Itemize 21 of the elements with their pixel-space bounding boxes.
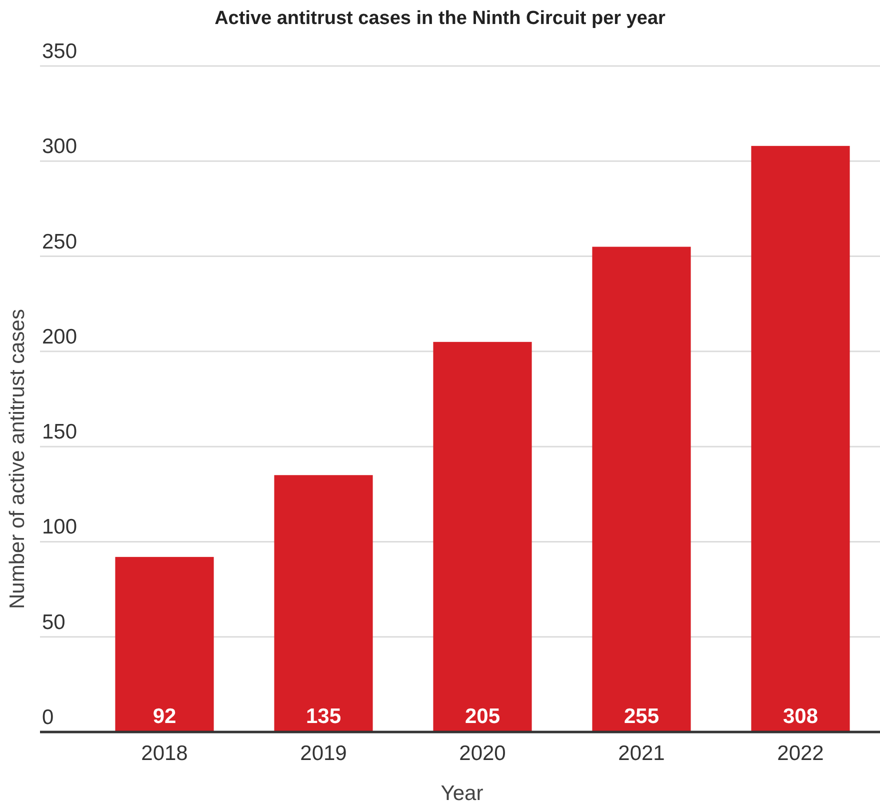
x-axis-title: Year	[440, 782, 484, 805]
y-tick-label: 250	[42, 230, 78, 254]
data-label: 308	[782, 705, 818, 728]
y-tick-label: 50	[42, 610, 66, 634]
x-tick-label: 2019	[300, 742, 347, 765]
y-tick-label: 100	[42, 516, 78, 539]
data-label: 135	[306, 705, 342, 728]
x-tick-label: 2018	[141, 742, 188, 765]
x-tick-label: 2021	[618, 742, 665, 765]
y-tick-label: 300	[42, 135, 78, 158]
y-tick-label: 200	[42, 325, 78, 348]
data-label: 255	[624, 705, 660, 728]
y-tick-label: 350	[42, 40, 78, 63]
data-label: 205	[464, 705, 500, 728]
x-tick-label: 2022	[777, 742, 824, 765]
y-tick-label: 150	[42, 420, 78, 444]
x-tick-label: 2020	[459, 742, 506, 765]
data-label: 92	[152, 705, 176, 728]
y-axis-title: Number of active antitrust cases	[6, 309, 29, 609]
chart-title: Active antitrust cases in the Ninth Circuit per year	[214, 8, 666, 29]
y-tick-label: 0	[42, 706, 54, 729]
